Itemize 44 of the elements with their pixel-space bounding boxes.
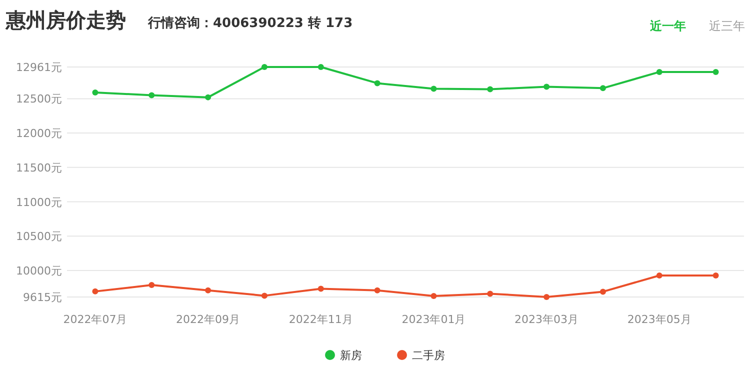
x-tick-label: 2023年03月 [514, 313, 579, 326]
point [656, 68, 662, 75]
point [544, 84, 550, 90]
text: 近一年 [649, 19, 686, 33]
point [600, 288, 606, 295]
y-tick-label: 9615元 [23, 291, 62, 304]
point [656, 272, 662, 278]
point [374, 80, 380, 86]
y-tick-label: 10000元 [16, 264, 62, 278]
y-tick-label: 10500元 [16, 230, 62, 244]
point [487, 290, 494, 297]
point [712, 272, 719, 278]
x-tick-label: 2022年09月 [176, 313, 240, 326]
point [487, 86, 494, 92]
point [430, 86, 437, 92]
x-tick-label: 2022年11月 [288, 313, 353, 326]
legend-label: 二手房 [412, 349, 445, 362]
point [318, 286, 324, 292]
point [92, 90, 98, 96]
x-tick-label: 2022年07月 [63, 313, 128, 326]
point [374, 287, 380, 294]
point [600, 85, 606, 92]
y-tick-label: 12961元 [16, 61, 62, 74]
point [261, 64, 268, 70]
chart-subtitle: 行情咨询：4006390223 转 173 [147, 16, 353, 31]
point [318, 64, 324, 70]
y-tick-label: 12500元 [16, 92, 62, 106]
point [205, 287, 212, 294]
point [430, 292, 437, 299]
text: 近三年 [709, 19, 745, 33]
point [92, 288, 98, 294]
legend-label: 新房 [340, 349, 362, 362]
point [712, 68, 719, 75]
point [205, 94, 212, 100]
y-tick-label: 11500元 [16, 161, 62, 174]
point [148, 92, 155, 98]
x-tick-label: 2023年05月 [627, 313, 692, 326]
point [544, 294, 550, 300]
y-tick-label: 11000元 [16, 196, 62, 209]
x-tick-label: 2023年01月 [402, 313, 466, 326]
point [261, 292, 268, 299]
y-tick-label: 12000元 [16, 127, 62, 140]
chart-title: 惠州房价走势 [5, 8, 126, 32]
point [148, 282, 155, 288]
